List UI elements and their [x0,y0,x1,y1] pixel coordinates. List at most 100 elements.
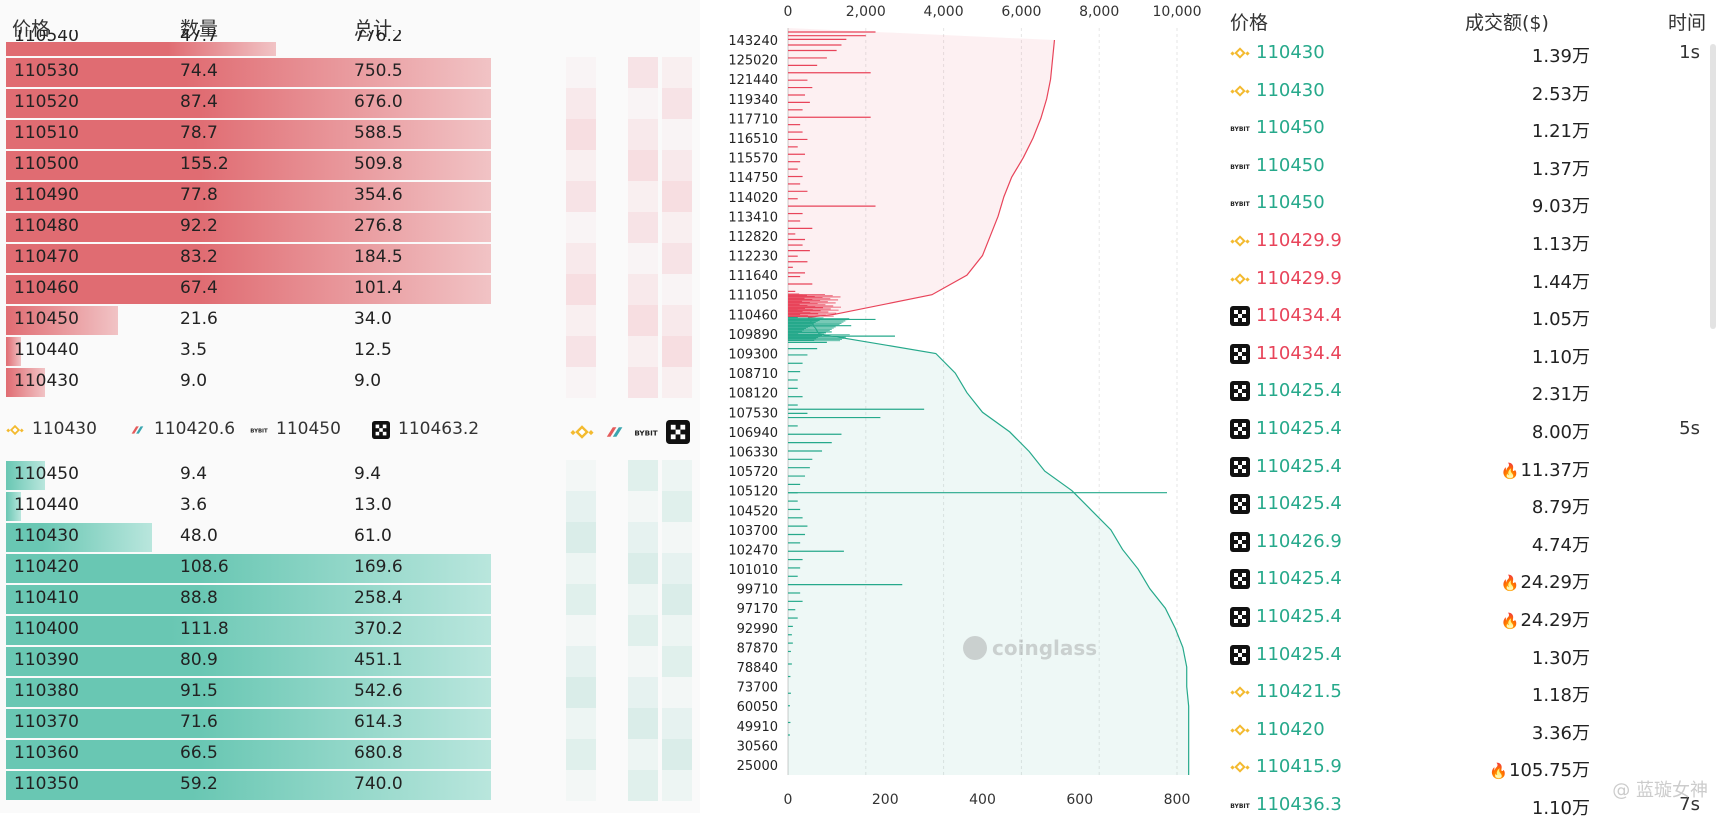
trade-row[interactable]: 110425.4 🔥11.37万 [1230,451,1710,485]
trade-row[interactable]: 110425.4 2.31万 [1230,375,1710,409]
total-cell: 184.5 [354,247,403,267]
bid-row[interactable]: 110450 9.4 9.4 [6,460,696,491]
bid-row[interactable]: 110420 108.6 169.6 [6,553,696,584]
exchange-heat-cell [566,274,596,305]
partial-qty-cell: 47.7 [180,30,218,42]
price-axis-tick: 103700 [728,524,778,539]
top-axis-tick: 2,000 [846,4,886,20]
price-axis-tick: 107530 [728,406,778,421]
price-cell: 110380 [14,681,79,701]
price-cell: 110450 [14,309,79,329]
trade-time: 1s [1679,42,1700,63]
trade-row[interactable]: BYBIT 110450 1.37万 [1230,150,1710,184]
ask-row[interactable]: 110510 78.7 588.5 [6,119,696,150]
bid-row[interactable]: 110410 88.8 258.4 [6,584,696,615]
trade-row[interactable]: BYBIT 110450 1.21万 [1230,112,1710,146]
exchange-heat-cell [566,243,596,274]
price-cell: 110530 [14,61,79,81]
trade-row[interactable]: 110425.4 1.30万 [1230,639,1710,673]
bid-row[interactable]: 110360 66.5 680.8 [6,739,696,770]
ask-row[interactable]: 110450 21.6 34.0 [6,305,696,336]
trade-row[interactable]: 110420 3.36万 [1230,714,1710,748]
trade-row[interactable]: 110434.4 1.10万 [1230,338,1710,372]
orderbook-header-total: 总计 [354,18,393,40]
depth-chart: 0 2,000 4,000 6,000 8,000 10,000 0 200 400 600 800… [728,4,1201,808]
binance-icon [1230,682,1250,702]
trade-amount: 8.79万 [1532,493,1590,519]
trade-row[interactable]: 110425.4 🔥24.29万 [1230,563,1710,597]
total-cell: 614.3 [354,712,403,732]
trade-row[interactable]: 110430 1.39万 1s [1230,37,1710,71]
ask-row[interactable]: 110440 3.5 12.5 [6,336,696,367]
bid-depth-bar [6,647,491,676]
price-cell: 110440 [14,340,79,360]
total-cell: 676.0 [354,92,403,112]
svg-text:BYBIT: BYBIT [1230,164,1250,171]
trade-price: 110425.4 [1256,568,1342,590]
price-axis-tick: 99710 [737,583,778,598]
trade-row[interactable]: 110430 2.53万 [1230,75,1710,109]
ask-row[interactable]: 110520 87.4 676.0 [6,88,696,119]
total-cell: 750.5 [354,61,403,81]
price-axis-tick: 106940 [728,426,778,441]
binance-icon [6,421,24,439]
bid-depth-bar [6,585,491,614]
trade-amount: 1.05万 [1532,305,1590,331]
trade-row[interactable]: 110429.9 1.13万 [1230,225,1710,259]
price-axis-tick: 105720 [728,465,778,480]
total-cell: 740.0 [354,774,403,794]
ask-cumulative-line [807,39,1056,318]
trade-price: 110434.4 [1256,305,1342,327]
ask-row[interactable]: 110500 155.2 509.8 [6,150,696,181]
bitget-icon [128,421,146,439]
exchange-heat-cell [662,336,692,367]
ask-row[interactable]: 110490 77.8 354.6 [6,181,696,212]
ask-depth-bar [6,244,491,273]
trade-row[interactable]: 110415.9 🔥105.75万 [1230,751,1710,785]
total-cell: 542.6 [354,681,403,701]
bid-row[interactable]: 110430 48.0 61.0 [6,522,696,553]
price-axis-tick: 30560 [737,739,778,754]
bid-row[interactable]: 110390 80.9 451.1 [6,646,696,677]
trade-row[interactable]: 110429.9 1.44万 [1230,263,1710,297]
bid-depth-bar [6,554,491,583]
price-cell: 110420 [14,557,79,577]
trade-row[interactable]: 110425.4 🔥24.29万 [1230,601,1710,635]
exchange-heat-cell [662,491,692,522]
ask-row[interactable]: 110480 92.2 276.8 [6,212,696,243]
total-cell: 258.4 [354,588,403,608]
exchange-heat-cell [662,584,692,615]
ask-row[interactable]: 110530 74.4 750.5 [6,57,696,88]
bid-row[interactable]: 110380 91.5 542.6 [6,677,696,708]
ask-depth-bar [6,368,45,397]
ask-row[interactable]: 110470 83.2 184.5 [6,243,696,274]
ask-row[interactable]: 110430 9.0 9.0 [6,367,696,398]
bid-row[interactable]: 110440 3.6 13.0 [6,491,696,522]
trade-row[interactable]: 110434.4 1.05万 [1230,300,1710,334]
bid-row[interactable]: 110400 111.8 370.2 [6,615,696,646]
bid-row[interactable]: 110350 59.2 740.0 [6,770,696,801]
trade-amount-text: 1.18万 [1531,685,1590,707]
trade-row[interactable]: 110425.4 8.00万 5s [1230,413,1710,447]
price-axis-tick: 102470 [728,543,778,558]
ask-row[interactable]: 110460 67.4 101.4 [6,274,696,305]
trade-row[interactable]: 110425.4 8.79万 [1230,488,1710,522]
trade-row[interactable]: BYBIT 110450 9.03万 [1230,187,1710,221]
exchange-heat-cell [662,274,692,305]
trade-amount: 3.36万 [1532,719,1590,745]
bid-row[interactable]: 110370 71.6 614.3 [6,708,696,739]
okx-icon [1230,531,1250,552]
qty-cell: 59.2 [180,774,218,794]
trade-price: 110425.4 [1256,606,1342,627]
exchange-heat-cell [566,646,596,677]
trade-amount: 1.10万 [1532,794,1590,820]
trade-row[interactable]: 110426.9 4.74万 [1230,526,1710,560]
total-cell: 12.5 [354,340,392,360]
trade-row[interactable]: 110421.5 1.18万 [1230,676,1710,710]
ask-row-partial[interactable] [6,28,696,42]
price-axis-tick: 73700 [737,681,778,696]
trade-amount: 9.03万 [1532,192,1590,218]
exchange-heat-cell [662,677,692,708]
trades-scrollbar[interactable] [1710,44,1716,329]
trade-amount-text: 4.74万 [1531,534,1590,556]
